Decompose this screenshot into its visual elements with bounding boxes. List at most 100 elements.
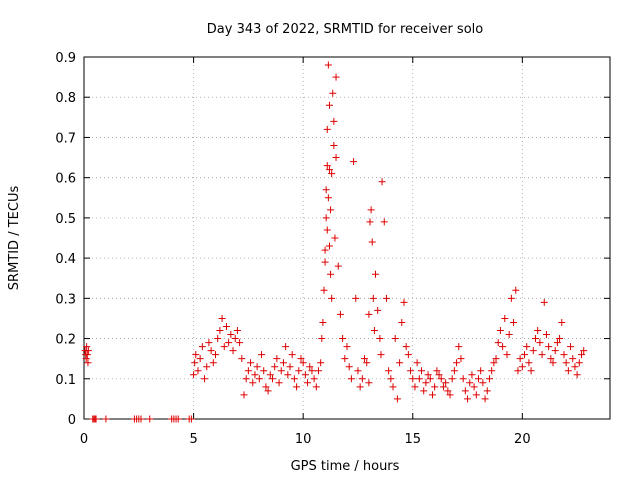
data-point <box>483 387 491 395</box>
y-tick-label: 0.4 <box>55 252 76 267</box>
data-point <box>266 371 274 379</box>
data-point <box>503 351 511 359</box>
data-point <box>343 343 351 351</box>
data-point <box>323 125 331 133</box>
data-point <box>422 379 430 387</box>
x-tick-label: 15 <box>404 432 421 447</box>
grid-layer <box>84 57 610 419</box>
y-tick-label: 0 <box>68 413 76 428</box>
data-point <box>331 234 339 242</box>
data-point <box>201 375 209 383</box>
data-point <box>356 383 364 391</box>
data-point <box>260 367 268 375</box>
data-point <box>327 206 335 214</box>
data-point <box>328 170 336 178</box>
data-point <box>273 355 281 363</box>
data-point <box>240 391 248 399</box>
data-point <box>236 339 244 347</box>
data-point <box>368 238 376 246</box>
data-point <box>571 363 579 371</box>
data-point <box>455 343 463 351</box>
data-point <box>339 335 347 343</box>
data-point <box>501 314 509 322</box>
data-point <box>187 415 195 423</box>
data-point <box>567 343 575 351</box>
y-tick-label: 0.3 <box>55 292 76 307</box>
data-point <box>365 310 373 318</box>
data-point <box>238 355 246 363</box>
data-point <box>523 343 531 351</box>
data-point <box>448 375 456 383</box>
data-point <box>328 294 336 302</box>
data-point <box>444 387 452 395</box>
data-point <box>404 351 412 359</box>
data-point <box>396 359 404 367</box>
data-point <box>220 343 228 351</box>
data-point <box>507 294 515 302</box>
data-point <box>332 154 340 162</box>
data-point <box>569 355 577 363</box>
data-point <box>288 351 296 359</box>
data-point <box>369 294 377 302</box>
data-point <box>216 327 224 335</box>
data-point <box>315 367 323 375</box>
data-point <box>492 355 500 363</box>
data-point <box>361 355 369 363</box>
data-point <box>242 375 250 383</box>
data-point <box>415 375 423 383</box>
data-point <box>190 371 198 379</box>
data-point <box>325 242 333 250</box>
data-point <box>385 367 393 375</box>
data-point <box>424 371 432 379</box>
data-point <box>227 331 235 339</box>
data-point <box>354 367 362 375</box>
data-point <box>365 379 373 387</box>
data-point <box>382 294 390 302</box>
data-point <box>312 383 320 391</box>
data-point <box>323 162 331 170</box>
data-point <box>324 61 332 69</box>
data-point <box>318 335 326 343</box>
data-point <box>321 246 329 254</box>
data-point <box>293 383 301 391</box>
data-point <box>510 318 518 326</box>
x-tick-label: 10 <box>295 432 312 447</box>
data-point <box>479 379 487 387</box>
data-point <box>271 363 279 371</box>
data-point <box>268 375 276 383</box>
data-point <box>325 166 333 174</box>
data-point <box>83 343 91 351</box>
data-point <box>218 314 226 322</box>
data-point <box>258 351 266 359</box>
y-axis-label: SRMTID / TECUs <box>7 186 22 291</box>
data-point <box>499 343 507 351</box>
data-point <box>137 415 145 423</box>
data-point <box>393 395 401 403</box>
data-point <box>323 226 331 234</box>
data-point <box>551 347 559 355</box>
data-point <box>352 294 360 302</box>
data-point <box>322 186 330 194</box>
data-point <box>450 367 458 375</box>
data-point <box>531 335 539 343</box>
data-point <box>402 343 410 351</box>
data-point <box>244 367 252 375</box>
data-point <box>475 375 482 383</box>
data-point <box>370 327 378 335</box>
data-point <box>196 355 204 363</box>
data-point <box>325 101 333 109</box>
data-point <box>222 322 230 330</box>
data-point <box>366 218 374 226</box>
data-point <box>558 318 566 326</box>
data-point <box>83 351 91 359</box>
data-point <box>209 359 217 367</box>
data-point <box>547 355 555 363</box>
data-point <box>207 347 215 355</box>
data-point <box>324 194 332 202</box>
data-point <box>198 343 206 351</box>
tick-layer: 0 0.1 0.2 0.3 0.4 0.5 0.6 0.7 0.8 0.9 0 5 10 15 20 <box>55 51 610 447</box>
data-point <box>549 359 557 367</box>
data-point <box>457 355 465 363</box>
data-point <box>174 415 182 423</box>
data-point <box>407 367 415 375</box>
